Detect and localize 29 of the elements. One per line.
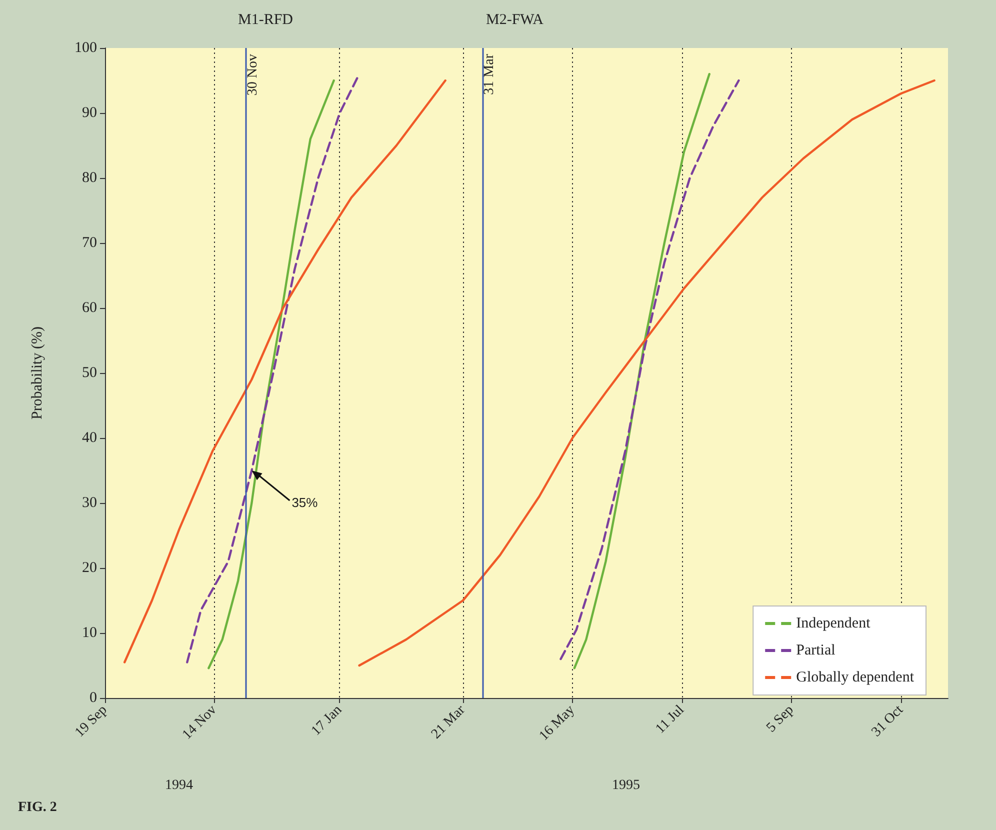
legend-label: Partial bbox=[796, 642, 836, 658]
x-tick-label: 31 Oct bbox=[869, 702, 906, 740]
y-tick-label: 70 bbox=[82, 235, 97, 251]
y-axis-title: Probability (%) bbox=[30, 326, 46, 420]
x-tick-label: 11 Jul bbox=[653, 702, 688, 737]
legend-label: Globally dependent bbox=[796, 670, 915, 686]
x-tick-label: 17 Jan bbox=[308, 702, 346, 739]
y-tick-label: 20 bbox=[82, 560, 97, 576]
y-tick-label: 40 bbox=[82, 430, 97, 446]
y-tick-label: 50 bbox=[82, 365, 97, 381]
y-tick-label: 60 bbox=[82, 300, 97, 316]
text: 1994 bbox=[165, 778, 193, 794]
text: M2-FWA bbox=[486, 12, 544, 29]
x-tick-label: 16 May bbox=[536, 702, 578, 744]
text: M1-RFD bbox=[238, 12, 294, 29]
text: 1995 bbox=[612, 778, 640, 794]
ref-line-label: 31 Mar bbox=[482, 54, 497, 95]
y-tick-label: 80 bbox=[82, 170, 97, 186]
x-tick-label: 21 Mar bbox=[428, 702, 468, 742]
x-tick-label: 5 Sep bbox=[764, 702, 797, 736]
legend-label: Independent bbox=[796, 616, 872, 632]
y-tick-label: 100 bbox=[74, 40, 97, 56]
y-tick-label: 10 bbox=[82, 625, 97, 641]
y-tick-label: 90 bbox=[82, 105, 97, 121]
x-tick-label: 14 Nov bbox=[180, 702, 220, 743]
y-tick-label: 30 bbox=[82, 495, 97, 511]
caption: FIG. 2 bbox=[18, 800, 57, 816]
ref-line-label: 30 Nov bbox=[245, 54, 260, 96]
annotation: 35% bbox=[292, 494, 318, 510]
